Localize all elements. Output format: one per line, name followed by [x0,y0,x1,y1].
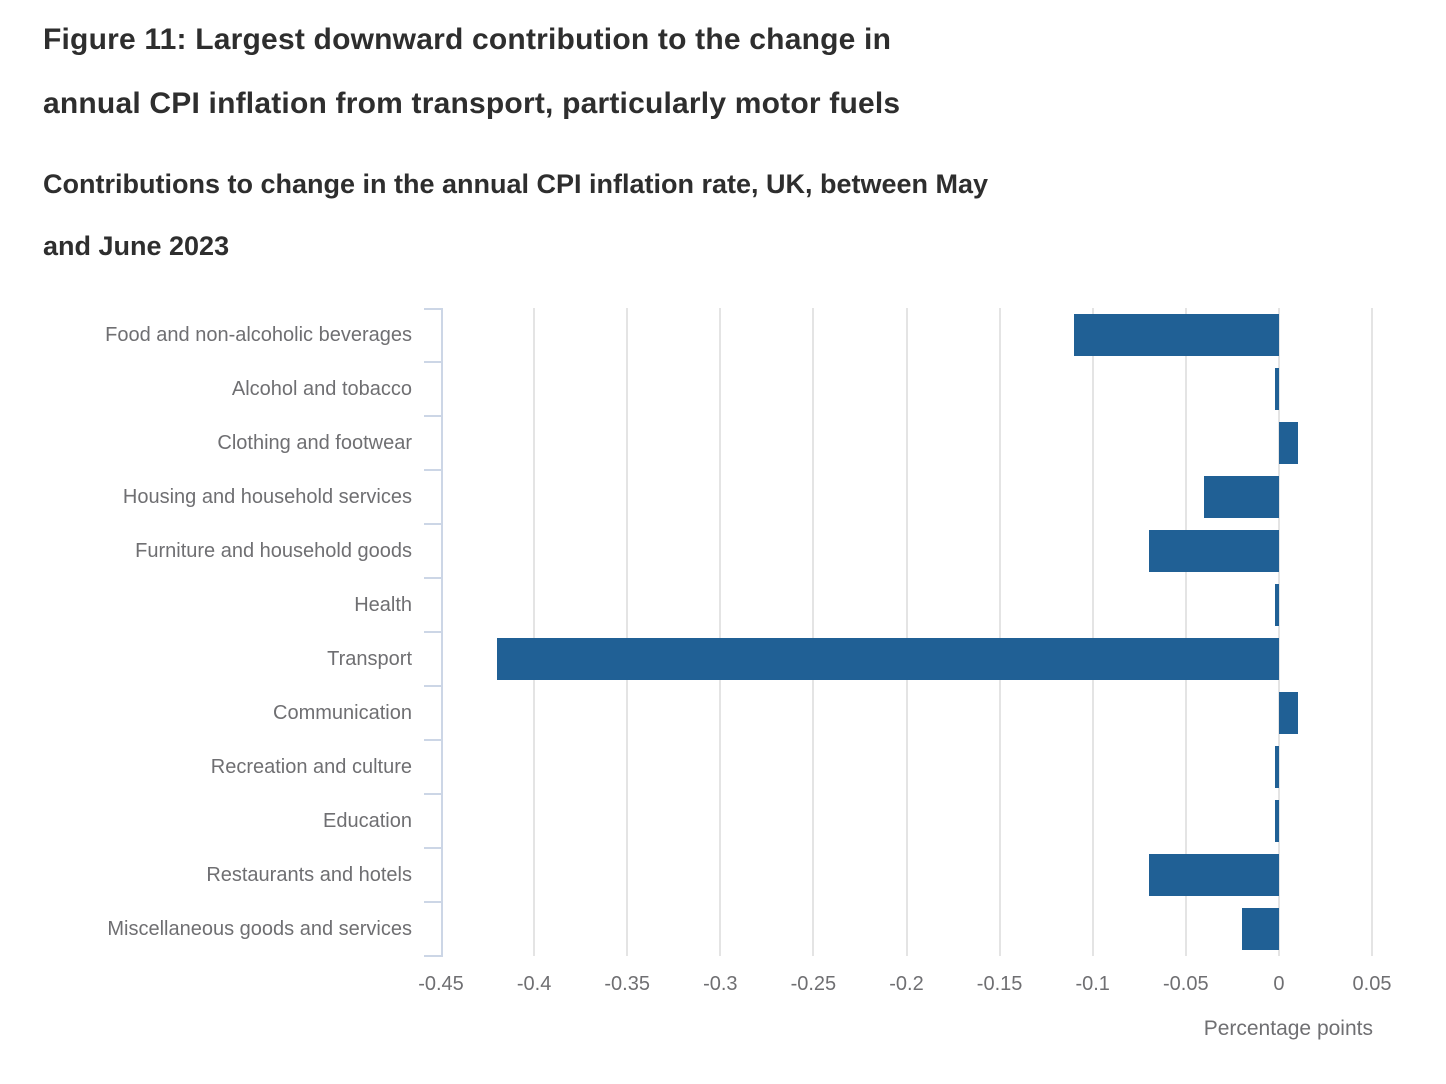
figure-title-line-2: annual CPI inflation from transport, par… [43,87,901,120]
y-axis-tick [424,308,441,310]
x-tick-label--0.2: -0.2 [889,973,924,995]
y-axis-tick [424,685,441,687]
gridline--0.15 [998,308,1001,956]
y-axis-tick [424,955,441,957]
y-axis-tick [424,739,441,741]
category-label-recreation-and-culture: Recreation and culture [210,756,412,778]
x-tick-label--0.35: -0.35 [604,973,650,995]
category-label-alcohol-and-tobacco: Alcohol and tobacco [231,378,412,400]
bar-health [1275,584,1279,626]
x-tick-label--0.05: -0.05 [1163,973,1209,995]
bar-miscellaneous-goods-and-services [1241,908,1279,950]
x-tick-label--0.15: -0.15 [976,973,1023,995]
figure-title: Figure 11: Largest downward contribution… [43,8,900,136]
bar-housing-and-household-services [1204,476,1279,518]
category-label-food-and-non-alcoholic-beverages: Food and non-alcoholic beverages [105,324,412,346]
y-axis-tick [424,901,441,903]
bar-restaurants-and-hotels [1148,854,1279,896]
y-axis-tick [424,577,441,579]
y-axis-tick [424,415,441,417]
x-tick-label--0.45: -0.45 [418,973,464,995]
bar-transport [496,638,1279,680]
figure-title-line-1: Figure 11: Largest downward contribution… [43,23,892,56]
x-tick-label-0.05: 0.05 [1352,973,1392,995]
category-label-clothing-and-footwear: Clothing and footwear [217,432,412,454]
x-tick-label--0.4: -0.4 [516,973,552,995]
gridline-0.05 [1371,308,1373,956]
bar-furniture-and-household-goods [1148,530,1279,572]
x-tick-label--0.25: -0.25 [790,973,837,995]
category-label-transport: Transport [327,648,412,670]
gridline--0.25 [812,308,815,956]
x-axis-title: Percentage points [1203,1017,1373,1040]
figure-subtitle: Contributions to change in the annual CP… [43,153,988,277]
gridline--0.1 [1091,308,1094,956]
bar-alcohol-and-tobacco [1275,368,1279,410]
figure-subtitle-line-2: and June 2023 [43,231,230,261]
category-axis-labels: Food and non-alcoholic beverages Alcohol … [0,308,412,956]
y-axis-line [441,308,443,957]
x-axis-tick-labels: -0.45 -0.4 -0.35 -0.3 -0.25 -0.2 -0.15 -0.1 -0.0… [418,970,1440,1000]
y-axis-tick [424,469,441,471]
category-label-housing-and-household-services: Housing and household services [122,486,412,508]
category-label-furniture-and-household-goods: Furniture and household goods [135,540,412,562]
y-axis-tick [424,361,441,363]
bar-food-and-non-alcoholic-beverages [1074,314,1279,356]
x-tick-label-0: 0 [1273,973,1285,995]
gridline-0 [1277,308,1280,956]
y-axis-tick [424,793,441,795]
gridline--0.35 [626,308,629,956]
gridline--0.05 [1184,308,1187,956]
category-label-communication: Communication [273,702,412,724]
bar-clothing-and-footwear [1278,422,1298,464]
category-label-restaurants-and-hotels: Restaurants and hotels [206,864,412,886]
x-tick-label--0.1: -0.1 [1075,973,1110,995]
gridline--0.3 [719,308,722,956]
x-tick-label--0.3: -0.3 [703,973,738,995]
gridline--0.2 [905,308,908,956]
category-label-miscellaneous-goods-and-services: Miscellaneous goods and services [107,918,412,940]
category-label-education: Education [323,810,412,832]
figure-subtitle-line-1: Contributions to change in the annual CP… [43,169,989,199]
plot-area [424,308,1440,957]
y-axis-tick [424,523,441,525]
bar-communication [1278,692,1298,734]
y-axis-tick [424,631,441,633]
bar-recreation-and-culture [1275,746,1279,788]
y-axis-tick [424,847,441,849]
category-label-health: Health [354,594,412,616]
bar-education [1275,800,1279,842]
gridline--0.4 [533,308,536,956]
